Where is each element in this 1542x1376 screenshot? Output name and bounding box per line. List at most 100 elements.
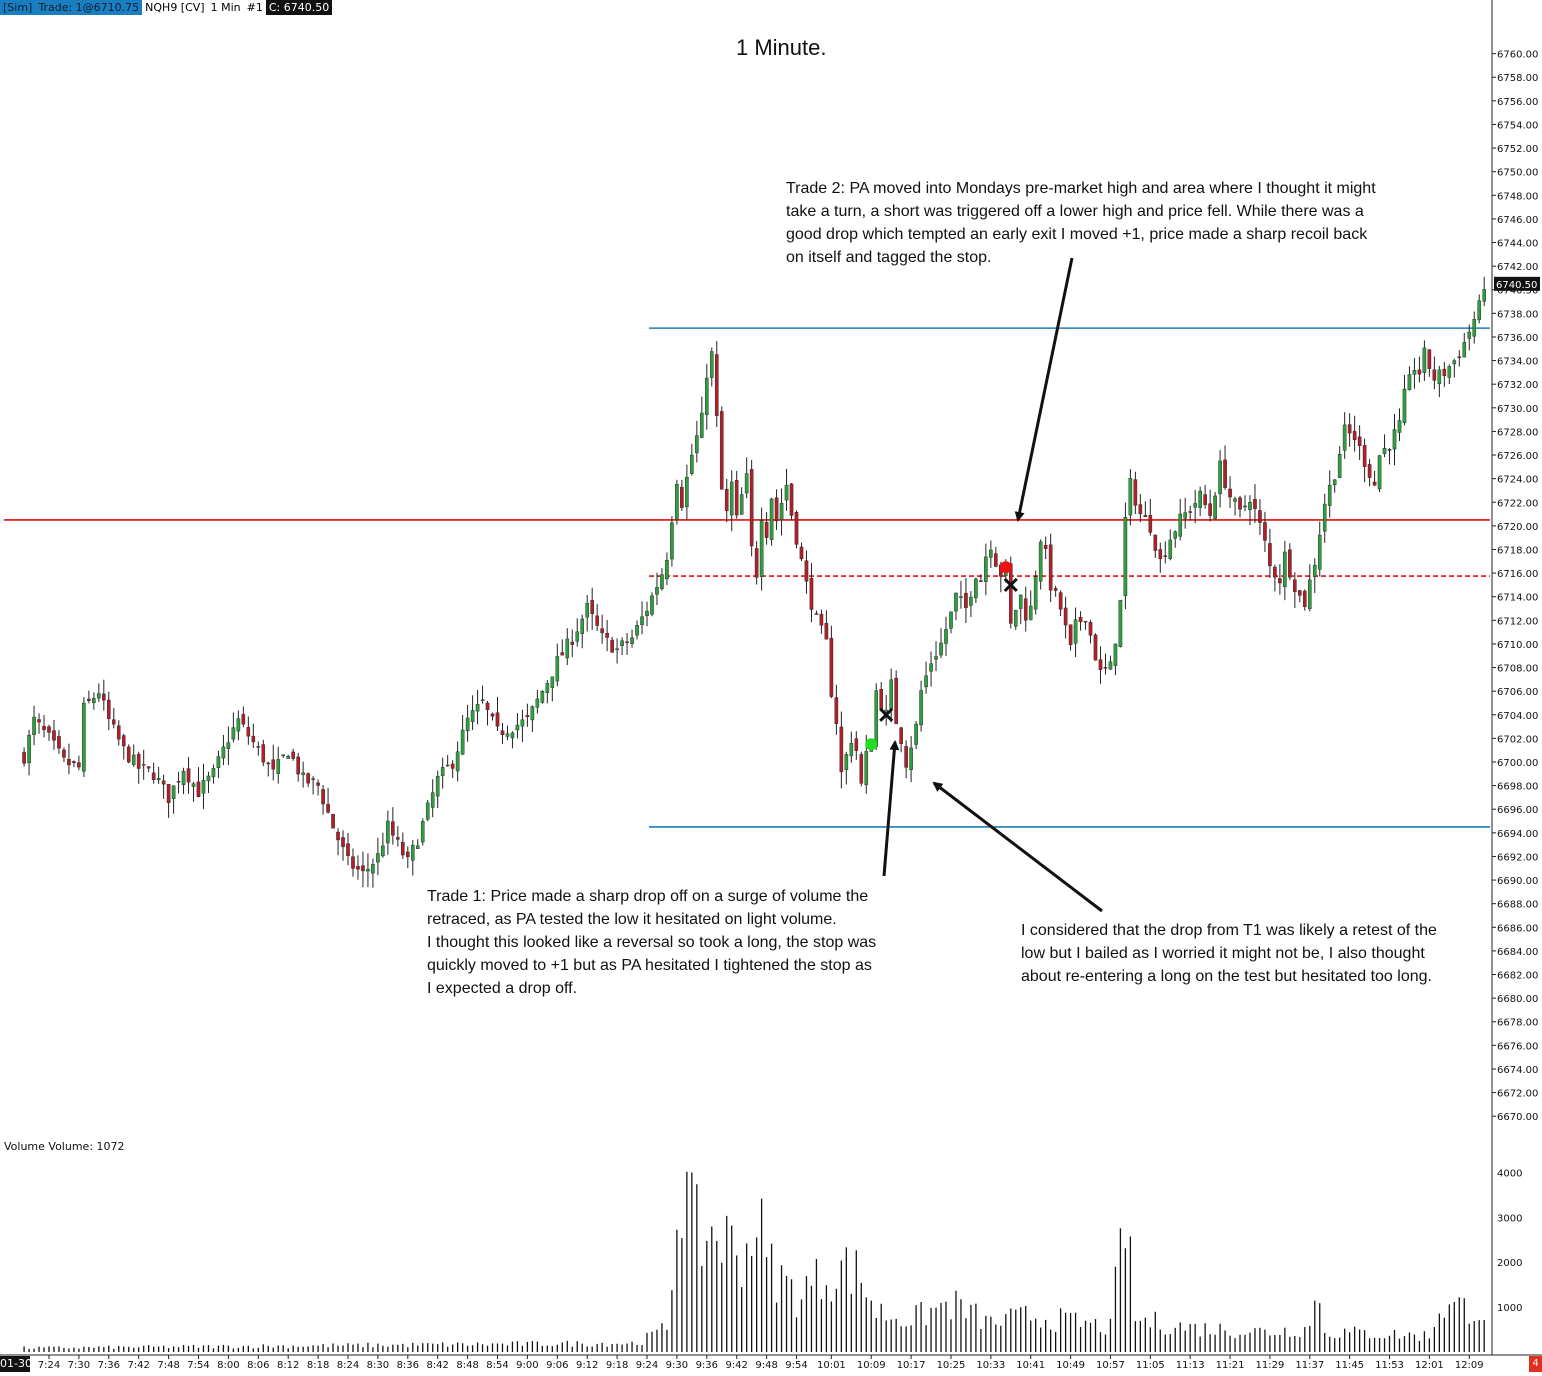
candle-down (77, 762, 81, 768)
price-tick-label: 6692.00 (1497, 852, 1538, 863)
candle-down (1208, 503, 1212, 516)
retest-line: about re-entering a long on the test but… (1021, 968, 1432, 985)
candle-down (116, 725, 121, 740)
candle-down (610, 639, 614, 653)
candle-up (969, 596, 973, 606)
candle-up (914, 723, 918, 745)
trade1-line: I thought this looked like a reversal so… (427, 934, 877, 951)
candle-down (1263, 522, 1267, 541)
candle-down (789, 483, 794, 516)
chart-title: 1 Minute. (736, 35, 827, 60)
candle-down (490, 713, 495, 717)
time-tick-label: 10:25 (937, 1360, 966, 1371)
candle-down (1298, 590, 1302, 596)
candle-up (430, 792, 435, 808)
candle-up (655, 587, 659, 595)
candle-up (420, 821, 425, 843)
candle-down (1362, 445, 1367, 467)
candle-down (121, 735, 126, 747)
candle-down (1357, 436, 1362, 446)
candle-up (201, 779, 206, 794)
candle-down (1273, 566, 1277, 578)
time-tick-label: 10:17 (897, 1360, 926, 1371)
time-tick-label: 7:24 (38, 1360, 60, 1371)
candle-up (1173, 531, 1178, 539)
price-tick-label: 6740.50 (1497, 286, 1538, 297)
candle-down (161, 780, 166, 785)
candle-down (1158, 549, 1163, 560)
candle-up (211, 768, 216, 778)
candle-down (102, 693, 106, 701)
price-tick-label: 6710.00 (1497, 640, 1538, 651)
price-tick-label: 6732.00 (1497, 380, 1538, 391)
candle-up (131, 754, 136, 765)
volume-panel-label: Volume Volume: 1072 (4, 1140, 125, 1153)
candle-up (515, 724, 520, 731)
candle-up (844, 754, 849, 771)
time-tick-label: 11:45 (1335, 1360, 1364, 1371)
candle-up (635, 625, 639, 636)
candle-down (401, 842, 405, 856)
candle-up (924, 675, 928, 688)
candle-down (87, 698, 91, 701)
candle-down (1238, 497, 1242, 510)
candle-up (97, 693, 101, 699)
candle-up (1477, 300, 1482, 321)
candle-down (595, 615, 599, 626)
candle-up (371, 864, 375, 874)
candle-up (565, 638, 570, 659)
candle-up (939, 642, 943, 656)
candle-up (386, 820, 390, 844)
candle-up (769, 498, 774, 540)
long-entry-dot (865, 738, 878, 751)
close-price-label: C: 6740.50 (265, 0, 333, 15)
price-tick-label: 6754.00 (1497, 120, 1538, 131)
candle-up (27, 734, 31, 764)
trade1-annotation: Trade 1: Price made a sharp drop off on … (427, 885, 876, 1000)
candle-up (1377, 455, 1382, 490)
candle-down (854, 738, 859, 751)
candle-up (909, 747, 913, 770)
candle-down (361, 865, 365, 872)
candle-up (944, 629, 948, 644)
interval-label: 1 Min (210, 1, 241, 14)
candle-down (296, 756, 300, 775)
candle-down (994, 553, 998, 567)
candle-down (391, 821, 395, 836)
candle-up (535, 698, 540, 708)
candle-down (829, 637, 834, 697)
time-tick-label: 9:24 (636, 1360, 658, 1371)
candle-down (590, 600, 594, 615)
candle-up (505, 733, 510, 737)
candle-down (1442, 368, 1447, 376)
price-tick-label: 6756.00 (1497, 97, 1538, 108)
price-tick-label: 6678.00 (1497, 1018, 1538, 1029)
time-tick-label: 11:53 (1375, 1360, 1404, 1371)
price-tick-label: 6760.00 (1497, 50, 1538, 61)
candle-up (1312, 564, 1317, 577)
price-tick-label: 6700.00 (1497, 758, 1538, 769)
candle-down (819, 613, 824, 626)
candle-down (600, 628, 604, 634)
candle-up (759, 520, 764, 577)
trade1-line: quickly moved to +1 but as PA hesitated … (427, 957, 872, 974)
candle-up (1033, 576, 1038, 610)
candle-down (1043, 544, 1048, 549)
candle-up (301, 772, 305, 776)
time-tick-label: 7:30 (68, 1360, 90, 1371)
candle-down (1163, 555, 1168, 557)
trade1-arrow (882, 740, 900, 877)
candle-down (1278, 578, 1282, 584)
price-tick-label: 6686.00 (1497, 923, 1538, 934)
price-tick-label: 6724.00 (1497, 475, 1538, 486)
candle-down (1367, 464, 1372, 478)
candle-up (1123, 517, 1128, 596)
time-tick-label: 8:42 (426, 1360, 448, 1371)
time-tick-label: 8:54 (486, 1360, 508, 1371)
candle-down (904, 746, 908, 768)
candle-up (1447, 366, 1452, 378)
candle-up (1213, 495, 1217, 519)
candle-down (1427, 349, 1432, 369)
candle-up (1392, 429, 1397, 450)
time-tick-label: 7:36 (98, 1360, 120, 1371)
